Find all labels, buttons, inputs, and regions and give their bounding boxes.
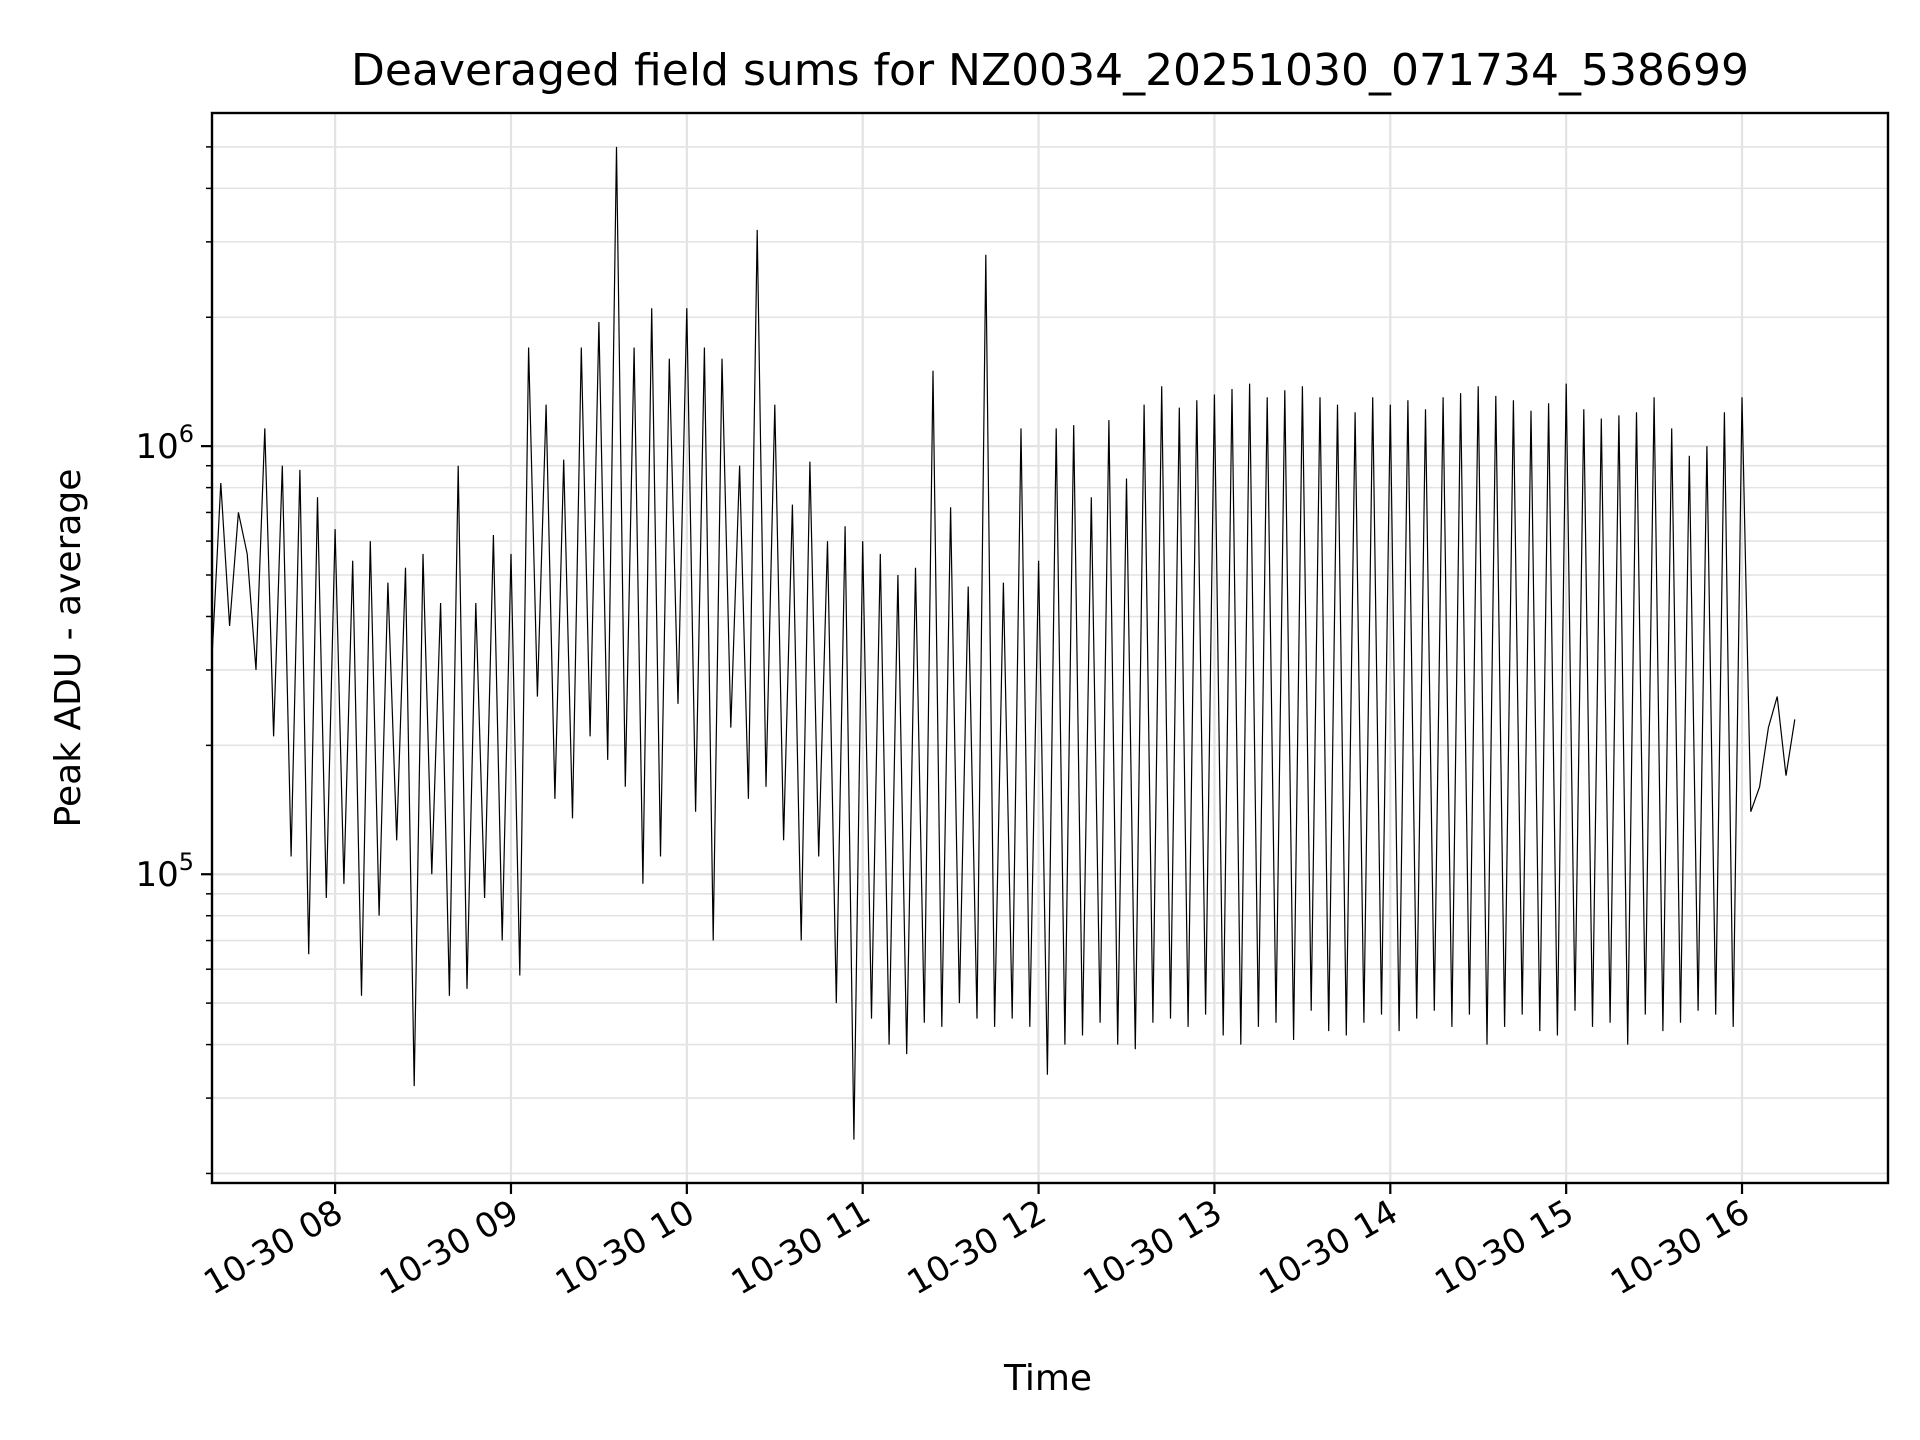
data-series-line: [211, 146, 1796, 1140]
x-tick-label: 10-30 08: [197, 1192, 349, 1303]
x-tick-label: 10-30 15: [1428, 1192, 1580, 1303]
x-tick-label: 10-30 10: [549, 1192, 701, 1303]
chart-title: Deaveraged field sums for NZ0034_2025103…: [351, 45, 1749, 96]
x-tick-label: 10-30 14: [1252, 1192, 1404, 1303]
x-tick-label: 10-30 16: [1604, 1192, 1756, 1303]
y-tick-label: 106: [135, 420, 194, 467]
series-layer: [211, 146, 1796, 1140]
plot-frame: [210, 111, 1890, 1185]
grid: [212, 113, 1888, 1183]
x-axis-label: Time: [1003, 1358, 1092, 1399]
y-tick-label: 105: [135, 848, 194, 895]
y-axis-label: Peak ADU - average: [48, 469, 89, 828]
x-tick-label: 10-30 09: [373, 1192, 525, 1303]
x-tick-label: 10-30 13: [1077, 1192, 1229, 1303]
x-tick-label: 10-30 12: [901, 1192, 1053, 1303]
x-tick-label: 10-30 11: [725, 1192, 877, 1303]
